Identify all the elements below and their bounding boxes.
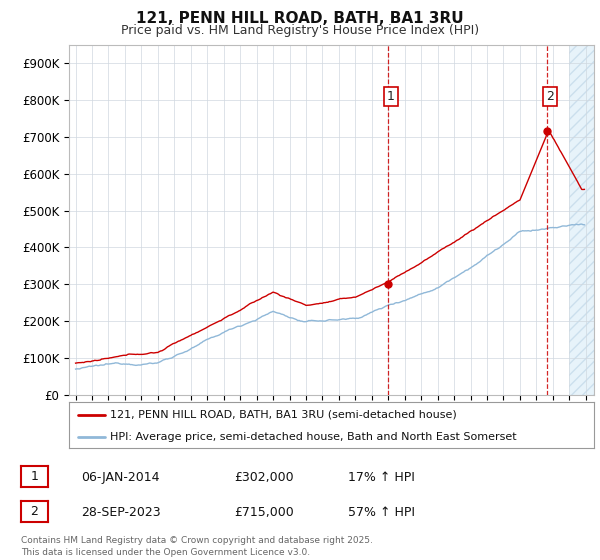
Text: 2: 2 (546, 90, 554, 103)
Text: 17% ↑ HPI: 17% ↑ HPI (348, 470, 415, 484)
Text: Contains HM Land Registry data © Crown copyright and database right 2025.
This d: Contains HM Land Registry data © Crown c… (21, 536, 373, 557)
Text: 2: 2 (31, 505, 38, 519)
Bar (569, 45, 594, 395)
Text: 1: 1 (31, 470, 38, 483)
Text: 1: 1 (387, 90, 395, 103)
Text: 06-JAN-2014: 06-JAN-2014 (81, 470, 160, 484)
Text: 121, PENN HILL ROAD, BATH, BA1 3RU: 121, PENN HILL ROAD, BATH, BA1 3RU (136, 11, 464, 26)
Text: £302,000: £302,000 (234, 470, 293, 484)
Text: 28-SEP-2023: 28-SEP-2023 (81, 506, 161, 519)
Text: 57% ↑ HPI: 57% ↑ HPI (348, 506, 415, 519)
Text: HPI: Average price, semi-detached house, Bath and North East Somerset: HPI: Average price, semi-detached house,… (110, 432, 517, 441)
Text: 121, PENN HILL ROAD, BATH, BA1 3RU (semi-detached house): 121, PENN HILL ROAD, BATH, BA1 3RU (semi… (110, 410, 457, 420)
Text: £715,000: £715,000 (234, 506, 294, 519)
Text: Price paid vs. HM Land Registry's House Price Index (HPI): Price paid vs. HM Land Registry's House … (121, 24, 479, 36)
Bar (569, 45, 594, 395)
